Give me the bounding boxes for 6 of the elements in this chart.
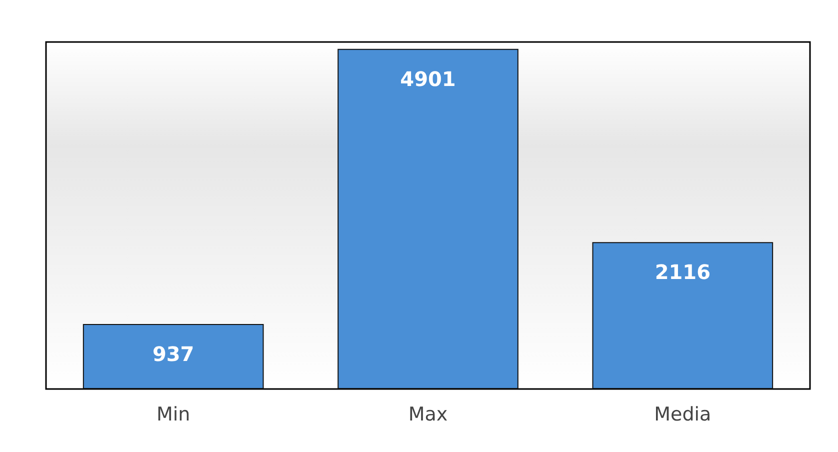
x-tick-label: Min xyxy=(156,404,190,426)
data-label: 2116 xyxy=(654,260,711,284)
x-tick-label: Max xyxy=(408,404,448,426)
x-tick-label: Media xyxy=(654,404,712,426)
data-label: 4901 xyxy=(400,66,456,91)
data-label: 937 xyxy=(152,342,194,366)
